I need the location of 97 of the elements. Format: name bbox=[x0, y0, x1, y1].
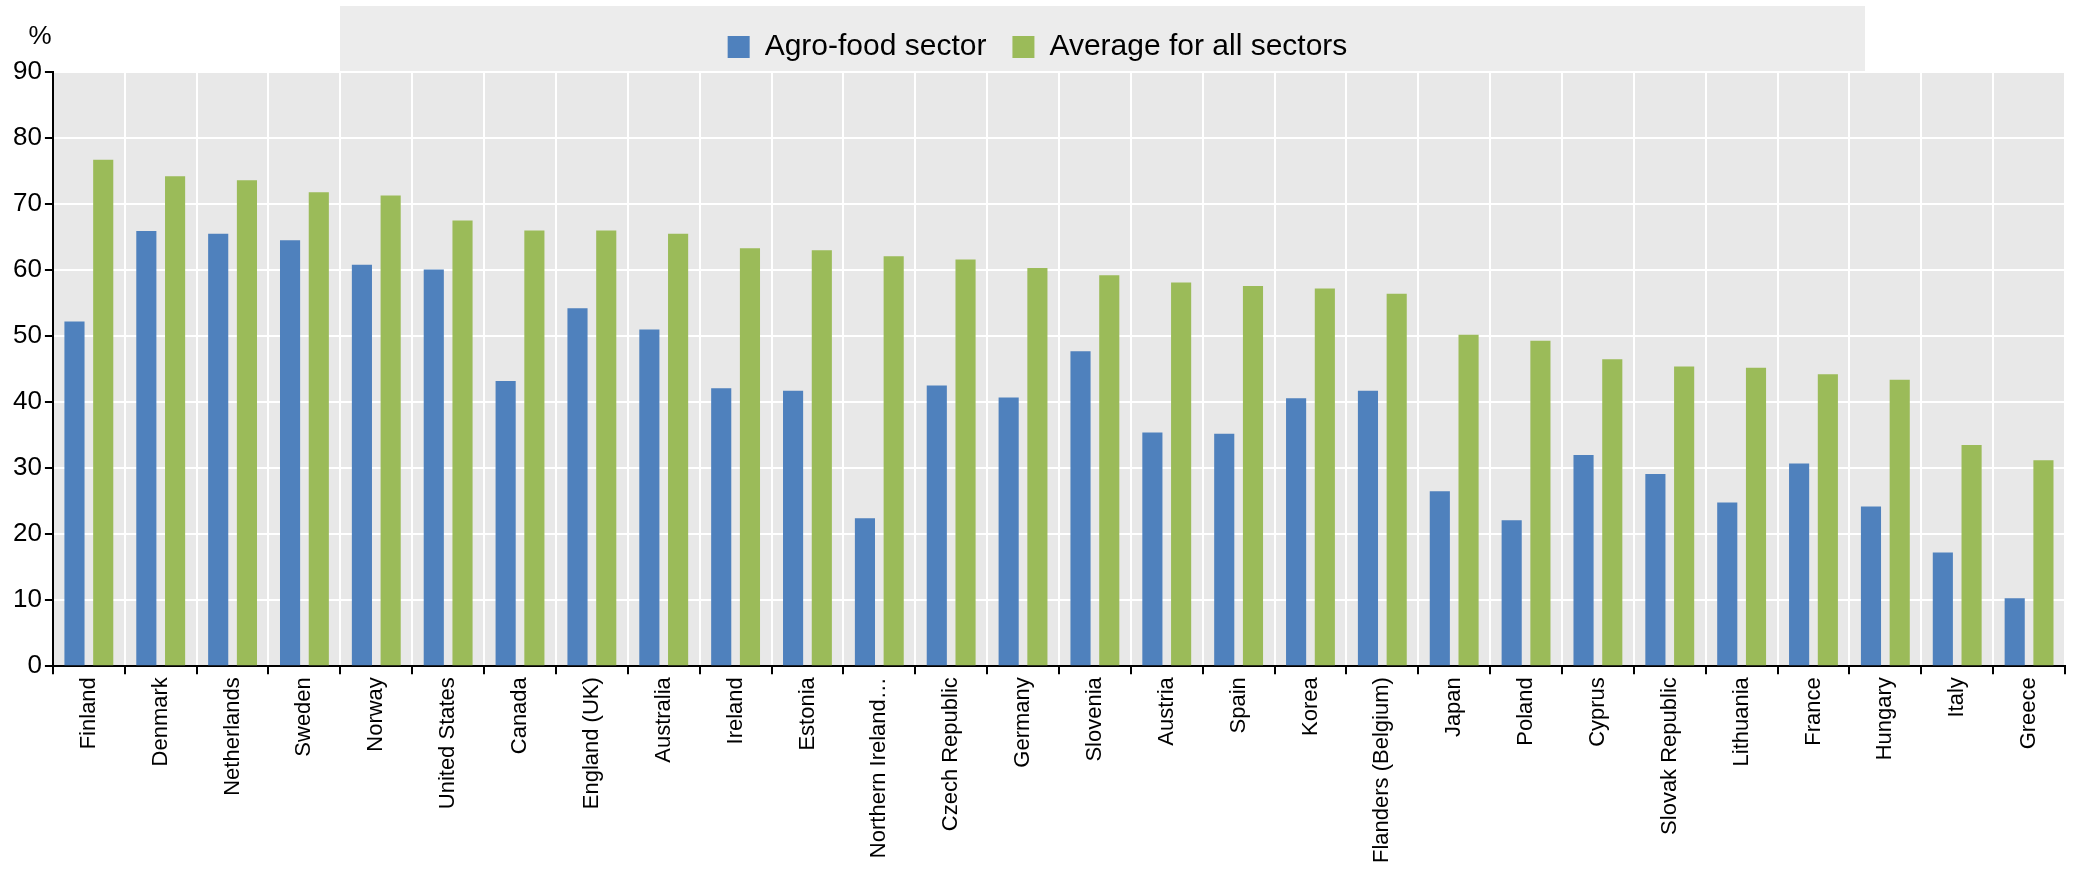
bar bbox=[811, 250, 832, 666]
x-tick-label: Flanders (Belgium) bbox=[1368, 677, 1394, 863]
bar bbox=[1429, 491, 1450, 666]
x-tick-label: England (UK) bbox=[577, 677, 603, 810]
x-tick-label: Hungary bbox=[1871, 677, 1897, 761]
x-tick-label: Slovenia bbox=[1080, 676, 1106, 762]
bar bbox=[452, 220, 473, 666]
bar bbox=[1674, 366, 1695, 666]
x-tick-label: United States bbox=[434, 677, 460, 810]
bar bbox=[524, 230, 545, 666]
bar bbox=[236, 180, 257, 666]
y-tick-label: 0 bbox=[27, 649, 42, 680]
bar bbox=[1286, 398, 1307, 666]
legend-label: Average for all sectors bbox=[1049, 28, 1348, 62]
bar bbox=[1314, 288, 1335, 666]
bar bbox=[165, 176, 186, 666]
bar bbox=[1932, 552, 1953, 666]
x-tick-label: Austria bbox=[1152, 676, 1178, 746]
x-tick-label: Sweden bbox=[290, 677, 316, 757]
bar bbox=[1717, 502, 1738, 666]
x-tick-label: France bbox=[1799, 677, 1825, 746]
bar bbox=[1645, 474, 1666, 666]
x-tick-label: Norway bbox=[362, 677, 388, 752]
x-tick-label: Canada bbox=[506, 676, 532, 755]
y-tick-label: 80 bbox=[13, 121, 42, 152]
bar bbox=[1745, 367, 1767, 666]
y-tick-label: 30 bbox=[13, 451, 42, 482]
bar bbox=[883, 256, 904, 666]
bar bbox=[2033, 460, 2054, 666]
bar bbox=[1027, 268, 1048, 666]
y-tick-label: 70 bbox=[13, 187, 42, 218]
bar bbox=[308, 192, 329, 666]
y-axis-title: % bbox=[28, 20, 52, 51]
legend-label: Agro-food sector bbox=[764, 28, 987, 62]
x-tick-label: Netherlands bbox=[218, 677, 244, 796]
x-tick-label: Ireland bbox=[721, 677, 747, 745]
x-tick-label: Finland bbox=[74, 677, 100, 750]
x-tick-label: Japan bbox=[1440, 677, 1466, 738]
bar bbox=[1573, 454, 1594, 666]
x-tick-label: Greece bbox=[2015, 677, 2041, 750]
bar bbox=[1860, 506, 1882, 666]
x-tick-label: Spain bbox=[1224, 677, 1250, 734]
bar bbox=[1789, 463, 1810, 666]
x-tick-label: Denmark bbox=[146, 676, 172, 767]
bar bbox=[136, 231, 157, 666]
bar bbox=[380, 195, 401, 666]
bar bbox=[1171, 282, 1192, 666]
x-tick-label: Italy bbox=[1943, 677, 1969, 718]
y-tick-label: 40 bbox=[13, 385, 42, 416]
bar bbox=[208, 233, 229, 666]
x-tick-label: Lithuania bbox=[1727, 676, 1753, 767]
bar bbox=[1889, 379, 1910, 666]
x-tick-label: Slovak Republic bbox=[1655, 677, 1681, 835]
bar bbox=[1602, 359, 1623, 666]
bar bbox=[955, 259, 976, 666]
bar bbox=[1961, 445, 1982, 666]
x-tick-label: Korea bbox=[1296, 676, 1322, 736]
y-tick-label: 60 bbox=[13, 253, 42, 284]
bar bbox=[280, 240, 301, 666]
bar bbox=[854, 518, 875, 666]
bar bbox=[1099, 275, 1120, 666]
bar bbox=[495, 380, 516, 666]
bar bbox=[711, 388, 732, 666]
bar bbox=[64, 321, 85, 666]
bar bbox=[639, 329, 660, 666]
x-tick-label: Czech Republic bbox=[937, 677, 963, 832]
bar bbox=[1530, 340, 1551, 666]
bar bbox=[998, 397, 1019, 666]
y-tick-label: 10 bbox=[13, 583, 42, 614]
bar bbox=[567, 308, 588, 666]
x-tick-label: Australia bbox=[649, 676, 675, 763]
bar bbox=[1817, 374, 1838, 666]
x-tick-label: Poland bbox=[1512, 677, 1538, 746]
bar bbox=[1070, 351, 1091, 666]
bar bbox=[739, 248, 761, 666]
bar bbox=[423, 269, 444, 666]
bar bbox=[1458, 334, 1479, 666]
bar bbox=[1357, 390, 1379, 666]
bar bbox=[668, 233, 689, 666]
x-tick-label: Northern Ireland… bbox=[865, 677, 891, 859]
bar bbox=[1142, 432, 1163, 666]
y-tick-label: 50 bbox=[13, 319, 42, 350]
bar bbox=[351, 264, 372, 666]
bar bbox=[1386, 293, 1407, 666]
bar bbox=[2004, 598, 2025, 666]
bar bbox=[926, 385, 947, 666]
bar bbox=[1242, 285, 1264, 666]
y-tick-label: 90 bbox=[13, 55, 42, 86]
y-tick-label: 20 bbox=[13, 517, 42, 548]
bar bbox=[93, 159, 114, 666]
x-tick-label: Cyprus bbox=[1583, 677, 1609, 747]
bar bbox=[1501, 520, 1522, 666]
x-tick-label: Estonia bbox=[793, 676, 819, 751]
bar bbox=[596, 230, 617, 666]
x-tick-label: Germany bbox=[1009, 677, 1035, 768]
bar bbox=[1214, 433, 1235, 666]
bar bbox=[783, 390, 804, 666]
